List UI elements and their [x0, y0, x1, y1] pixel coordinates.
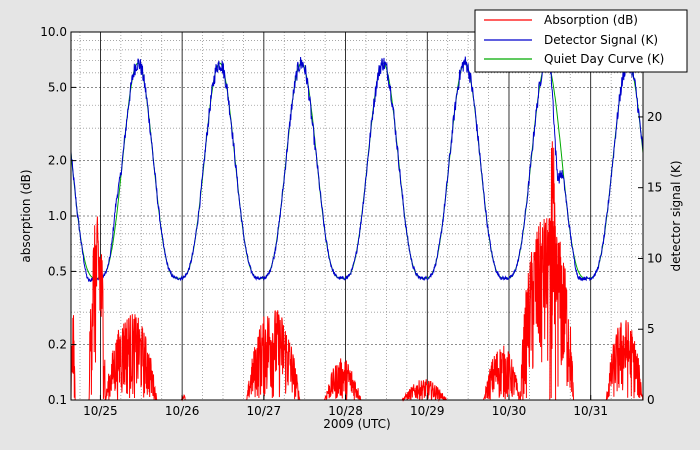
- x-axis-label: 2009 (UTC): [323, 417, 391, 431]
- series-absorption: [70, 141, 644, 402]
- y-right-tick-label: 10: [647, 251, 662, 265]
- y-left-tick-label: 0.5: [48, 264, 67, 278]
- legend: Absorption (dB) Detector Signal (K) Quie…: [474, 9, 688, 73]
- y-right-tick-label: 15: [647, 181, 662, 195]
- legend-label-quiet-day: Quiet Day Curve (K): [544, 52, 664, 66]
- y-left-tick-label: 10.0: [40, 25, 67, 39]
- y-axis-left-label: absorption (dB): [19, 169, 33, 262]
- x-tick-label: 10/30: [492, 404, 527, 418]
- x-tick-label: 10/29: [410, 404, 445, 418]
- x-tick-label: 10/27: [247, 404, 282, 418]
- legend-label-absorption: Absorption (dB): [544, 13, 638, 27]
- x-tick-label: 10/26: [165, 404, 200, 418]
- y-right-tick-label: 5: [647, 322, 655, 336]
- y-right-tick-label: 20: [647, 110, 662, 124]
- x-tick-label: 10/25: [83, 404, 118, 418]
- y-left-tick-label: 1.0: [48, 209, 67, 223]
- ticks: [71, 31, 643, 401]
- y-left-tick-label: 0.2: [48, 338, 67, 352]
- x-tick-label: 10/31: [573, 404, 608, 418]
- x-tick-label: 10/28: [328, 404, 363, 418]
- y-right-tick-label: 0: [647, 393, 655, 407]
- y-left-tick-label: 2.0: [48, 154, 67, 168]
- y-left-tick-label: 0.1: [48, 393, 67, 407]
- y-axis-right-label: detector signal (K): [669, 160, 683, 271]
- legend-label-detector: Detector Signal (K): [544, 33, 658, 47]
- y-left-tick-label: 5.0: [48, 80, 67, 94]
